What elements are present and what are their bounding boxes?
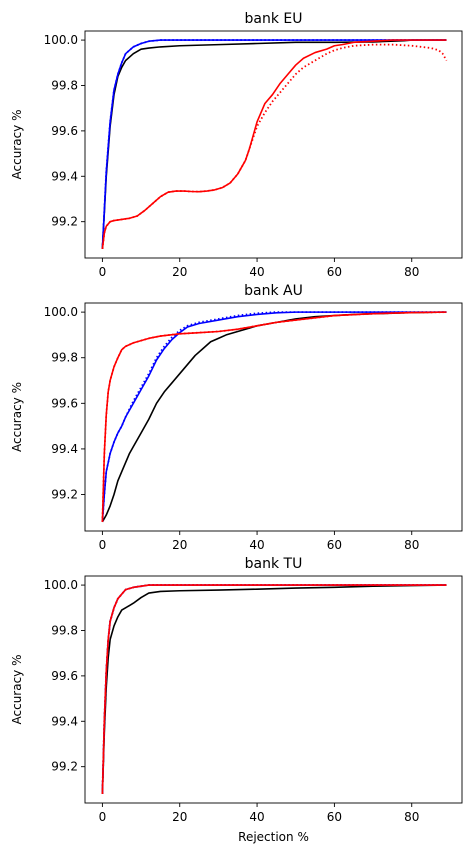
x-tick-label: 80	[404, 265, 419, 279]
x-tick-label: 80	[404, 810, 419, 824]
x-tick-label: 0	[99, 810, 107, 824]
y-tick-label: 99.4	[51, 714, 78, 728]
x-tick-label: 40	[249, 265, 264, 279]
chart-title: bank TU	[245, 556, 303, 572]
x-tick-label: 0	[99, 265, 107, 279]
series-line-2	[101, 311, 447, 522]
chart-title: bank AU	[244, 283, 303, 299]
x-tick-label: 60	[327, 265, 342, 279]
y-tick-label: 99.2	[51, 215, 78, 229]
y-axis-label: Accuracy %	[10, 382, 24, 452]
y-tick-label: 99.6	[51, 669, 78, 683]
series-line-5	[101, 311, 447, 522]
y-tick-label: 99.2	[51, 760, 78, 774]
series-line-3	[101, 311, 447, 522]
y-tick-label: 100.0	[44, 33, 78, 47]
y-axis-label: Accuracy %	[10, 109, 24, 179]
axes-frame	[84, 575, 463, 804]
series-line-3	[101, 584, 447, 794]
series-line-5	[101, 584, 447, 794]
series-line-4	[101, 311, 447, 522]
series-line-1	[101, 39, 447, 249]
series-line-2	[101, 39, 447, 249]
y-tick-label: 99.2	[51, 488, 78, 502]
y-tick-label: 99.4	[51, 169, 78, 183]
x-axis-label: Rejection %	[238, 830, 309, 844]
x-tick-label: 60	[327, 810, 342, 824]
series-line-1	[101, 584, 447, 794]
y-tick-label: 100.0	[44, 305, 78, 319]
chart-2: 0 20 40 60 80 99.2 99.4 99.6 99.8 100.0 bank AU Acc…	[10, 283, 463, 552]
y-tick-label: 100.0	[44, 578, 78, 592]
chart-3: 0 20 40 60 80 99.2 99.4 99.6 99.8 100.0 bank TU Acc…	[10, 556, 463, 844]
series-group	[101, 39, 448, 250]
y-tick-label: 99.8	[51, 623, 78, 637]
series-line-4	[101, 584, 447, 794]
chart-title: bank EU	[245, 11, 303, 27]
x-tick-label: 60	[327, 538, 342, 552]
series-line-5	[101, 43, 448, 250]
series-line-1	[101, 311, 447, 523]
y-tick-label: 99.6	[51, 396, 78, 410]
series-line-4	[101, 39, 447, 250]
axes-frame	[84, 302, 463, 532]
series-line-3	[101, 39, 447, 249]
y-tick-label: 99.8	[51, 351, 78, 365]
y-tick-label: 99.8	[51, 78, 78, 92]
series-group	[101, 311, 447, 523]
x-tick-label: 20	[172, 538, 187, 552]
series-group	[101, 584, 447, 794]
y-tick-label: 99.6	[51, 124, 78, 138]
x-tick-label: 20	[172, 810, 187, 824]
x-tick-label: 80	[404, 538, 419, 552]
y-axis-label: Accuracy %	[10, 654, 24, 724]
y-tick-label: 99.4	[51, 442, 78, 456]
series-line-2	[101, 584, 447, 794]
chart-1: 0 20 40 60 80 99.2 99.4 99.6 99.8 100.0 bank EU Acc…	[10, 11, 463, 279]
axes-frame	[84, 30, 463, 259]
x-tick-label: 40	[249, 538, 264, 552]
x-tick-label: 40	[249, 810, 264, 824]
x-tick-label: 20	[172, 265, 187, 279]
x-tick-label: 0	[99, 538, 107, 552]
